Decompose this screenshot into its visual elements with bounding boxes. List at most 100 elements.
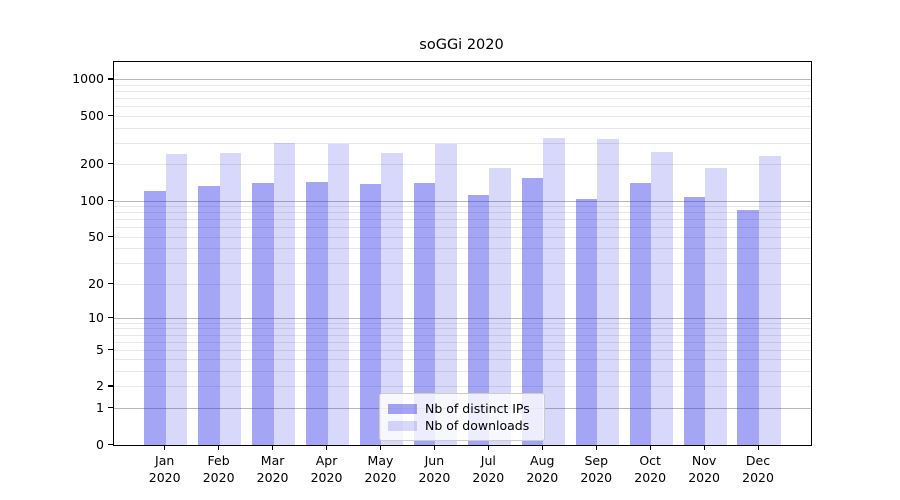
legend-label: Nb of downloads bbox=[425, 418, 530, 433]
x-tick-jul bbox=[487, 445, 490, 451]
gridline-major-100 bbox=[114, 200, 811, 202]
x-tick-mar bbox=[272, 445, 274, 451]
x-tick-label-year: 2020 bbox=[526, 469, 559, 485]
x-tick-label-month: Apr bbox=[315, 453, 338, 468]
gridline-minor-8 bbox=[114, 328, 811, 330]
chart-title: soGGi 2020 bbox=[419, 37, 504, 53]
bar-downloads-sep bbox=[597, 138, 619, 445]
bar-distinct-ips-dec bbox=[737, 210, 760, 445]
bar-distinct-ips-jun bbox=[413, 183, 436, 445]
legend-label: Nb of distinct IPs bbox=[425, 401, 530, 416]
x-tick-aug bbox=[541, 445, 544, 451]
gridline-minor-80 bbox=[114, 212, 811, 214]
x-tick-label-sep: Sep 2020 bbox=[566, 453, 626, 486]
bar-downloads-jul bbox=[489, 167, 511, 445]
gridline-minor-2 bbox=[114, 386, 811, 388]
x-tick-label-jul: Jul 2020 bbox=[458, 453, 518, 486]
bar-downloads-mar bbox=[273, 143, 296, 445]
bar-distinct-ips-mar bbox=[251, 183, 274, 445]
gridline-minor-30 bbox=[114, 262, 811, 264]
y-tick-5 bbox=[108, 348, 113, 351]
bar-downloads-oct bbox=[651, 152, 673, 445]
bar-downloads-may bbox=[381, 152, 404, 445]
x-tick-label-month: May bbox=[367, 453, 394, 468]
bar-distinct-ips-sep bbox=[575, 198, 598, 445]
x-tick-label-month: Feb bbox=[207, 453, 230, 468]
y-tick-1000 bbox=[108, 78, 113, 80]
gridline-major-1000 bbox=[114, 79, 811, 81]
y-tick-label-200: 200 bbox=[80, 156, 104, 172]
plot-area: Nb of distinct IPs Nb of downloads bbox=[113, 61, 812, 446]
y-tick-label-2: 2 bbox=[96, 378, 104, 394]
bar-distinct-ips-apr bbox=[305, 181, 328, 445]
x-tick-label-oct: Oct 2020 bbox=[620, 453, 680, 486]
gridline-minor-800 bbox=[114, 91, 811, 93]
x-tick-label-year: 2020 bbox=[634, 469, 667, 485]
y-tick-1 bbox=[108, 406, 113, 409]
y-tick-200 bbox=[108, 163, 113, 165]
y-tick-label-20: 20 bbox=[88, 275, 104, 291]
gridline-minor-900 bbox=[114, 84, 811, 86]
x-tick-label-month: Jul bbox=[480, 453, 496, 468]
y-tick-100 bbox=[108, 199, 113, 201]
x-tick-label-year: 2020 bbox=[310, 469, 343, 485]
bar-downloads-jun bbox=[435, 144, 457, 445]
bar-downloads-dec bbox=[759, 155, 781, 445]
gridline-minor-9 bbox=[114, 322, 811, 324]
x-tick-label-may: May 2020 bbox=[350, 453, 410, 486]
bar-downloads-nov bbox=[705, 168, 727, 445]
x-tick-label-year: 2020 bbox=[472, 469, 505, 485]
gridline-minor-7 bbox=[114, 334, 811, 336]
y-tick-10 bbox=[108, 316, 113, 319]
gridline-major-10 bbox=[114, 317, 811, 319]
x-tick-dec bbox=[757, 445, 759, 451]
x-tick-label-nov: Nov 2020 bbox=[674, 453, 734, 486]
x-tick-label-year: 2020 bbox=[256, 469, 289, 485]
gridline-minor-40 bbox=[114, 248, 811, 250]
x-tick-sep bbox=[595, 445, 598, 451]
x-tick-label-month: Jun bbox=[424, 453, 445, 468]
gridline-minor-500 bbox=[114, 115, 811, 117]
x-tick-label-aug: Aug 2020 bbox=[512, 453, 572, 486]
gridline-minor-6 bbox=[114, 341, 811, 343]
legend-swatch-distinct-ips bbox=[388, 403, 417, 414]
bar-distinct-ips-feb bbox=[198, 185, 220, 445]
gridline-minor-20 bbox=[114, 283, 811, 285]
gridline-minor-5 bbox=[114, 349, 811, 351]
gridline-minor-60 bbox=[114, 227, 811, 229]
x-tick-apr bbox=[326, 445, 328, 451]
x-tick-label-year: 2020 bbox=[688, 469, 720, 485]
x-tick-label-year: 2020 bbox=[418, 469, 451, 485]
y-tick-20 bbox=[108, 282, 113, 284]
gridline-minor-50 bbox=[114, 236, 811, 238]
x-tick-label-year: 2020 bbox=[580, 469, 613, 485]
y-tick-label-1000: 1000 bbox=[72, 71, 104, 87]
gridline-minor-400 bbox=[114, 127, 811, 129]
y-tick-label-500: 500 bbox=[80, 107, 104, 123]
x-tick-jan bbox=[164, 445, 166, 451]
gridline-minor-600 bbox=[114, 106, 811, 108]
x-tick-label-year: 2020 bbox=[364, 469, 397, 485]
gridline-minor-300 bbox=[114, 142, 811, 144]
gridline-minor-70 bbox=[114, 219, 811, 221]
legend-item: Nb of distinct IPs bbox=[388, 400, 536, 417]
x-tick-label-month: Sep bbox=[584, 453, 608, 468]
x-tick-label-month: Dec bbox=[745, 453, 771, 468]
x-tick-label-mar: Mar 2020 bbox=[243, 453, 303, 486]
gridline-minor-700 bbox=[114, 98, 811, 100]
legend: Nb of distinct IPs Nb of downloads bbox=[379, 393, 545, 441]
gridline-minor-4 bbox=[114, 359, 811, 361]
y-tick-label-1: 1 bbox=[96, 399, 104, 415]
x-tick-oct bbox=[649, 445, 651, 451]
gridline-minor-200 bbox=[114, 164, 811, 166]
bar-distinct-ips-nov bbox=[683, 197, 706, 445]
x-tick-label-jun: Jun 2020 bbox=[404, 453, 464, 486]
y-tick-label-50: 50 bbox=[88, 228, 104, 244]
y-tick-500 bbox=[108, 114, 113, 117]
y-tick-50 bbox=[108, 235, 113, 237]
x-tick-label-year: 2020 bbox=[202, 469, 235, 485]
bar-distinct-ips-jul bbox=[467, 194, 490, 445]
x-tick-label-month: Oct bbox=[639, 453, 661, 468]
x-tick-label-jan: Jan 2020 bbox=[135, 453, 195, 486]
gridline-minor-90 bbox=[114, 206, 811, 208]
